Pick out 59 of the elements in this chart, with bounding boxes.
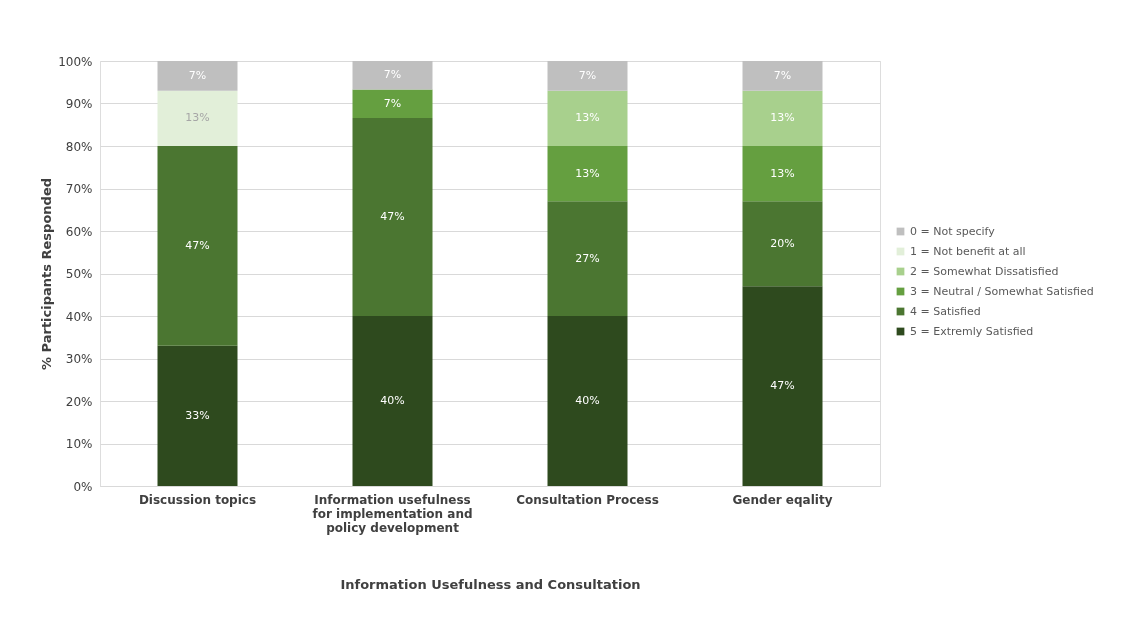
data-label: 13%: [185, 111, 210, 125]
bar: [742, 90, 823, 146]
data-label: 7%: [383, 68, 402, 82]
legend-label: 2 = Somewhat Dissatisfied: [910, 264, 1059, 278]
y-axis-title: % Participants Responded: [39, 177, 55, 371]
data-label: 47%: [185, 238, 210, 252]
y-tick-label: 100%: [58, 54, 93, 69]
bar: [352, 61, 433, 90]
data-label: 47%: [770, 379, 795, 393]
x-tick-label: Gender eqality: [732, 492, 833, 507]
data-label: 13%: [770, 166, 795, 180]
data-label: 7%: [383, 96, 402, 110]
y-tick-label: 70%: [65, 182, 93, 196]
bar: [547, 316, 628, 486]
bar: [157, 61, 238, 91]
legend-label: 5 = Extremly Satisfied: [910, 324, 1034, 338]
bar: [352, 316, 433, 486]
x-tick-label: Consultation Process: [516, 492, 659, 507]
bar: [157, 146, 238, 346]
data-label: 27%: [575, 251, 600, 265]
x-tick-label: Discussion topics: [138, 492, 257, 507]
data-label: 40%: [380, 394, 405, 407]
bar: [547, 201, 628, 316]
y-tick-label: 10%: [65, 437, 93, 451]
y-tick-label: 30%: [65, 352, 93, 366]
bar: [352, 117, 433, 316]
y-tick-label: 0%: [73, 479, 93, 494]
y-tick-label: 80%: [65, 139, 93, 154]
y-tick-label: 90%: [65, 97, 93, 111]
legend-label: 4 = Satisfied: [910, 304, 981, 318]
bar: [547, 146, 628, 202]
y-tick-label: 20%: [65, 394, 93, 409]
bar: [547, 61, 628, 91]
data-label: 13%: [575, 166, 600, 180]
legend-label: 3 = Neutral / Somewhat Satisfied: [910, 284, 1094, 298]
data-label: 7%: [578, 68, 597, 82]
legend-label: 0 = Not specify: [910, 224, 996, 238]
data-label: 7%: [773, 68, 792, 82]
data-label: 33%: [185, 408, 210, 422]
bar: [742, 201, 823, 287]
y-tick-label: 50%: [65, 267, 93, 281]
data-label: 47%: [380, 209, 405, 223]
bar: [742, 146, 823, 202]
bar: [157, 345, 238, 486]
y-tick-label: 40%: [65, 309, 93, 324]
data-label: 20%: [770, 236, 795, 250]
bar: [157, 90, 238, 146]
bar: [742, 61, 823, 91]
bar: [547, 90, 628, 146]
x-axis-title: Information Usefulness and Consultation: [340, 576, 641, 592]
x-tick-label: Information usefulness for implementation and policy development: [312, 492, 473, 535]
bar: [352, 89, 433, 118]
y-tick-label: 60%: [65, 224, 93, 239]
bar: [742, 286, 823, 486]
data-label: 7%: [188, 68, 207, 82]
data-label: 13%: [575, 111, 600, 125]
data-label: 13%: [770, 111, 795, 125]
data-label: 40%: [575, 394, 600, 407]
legend-label: 1 = Not benefit at all: [910, 244, 1026, 258]
